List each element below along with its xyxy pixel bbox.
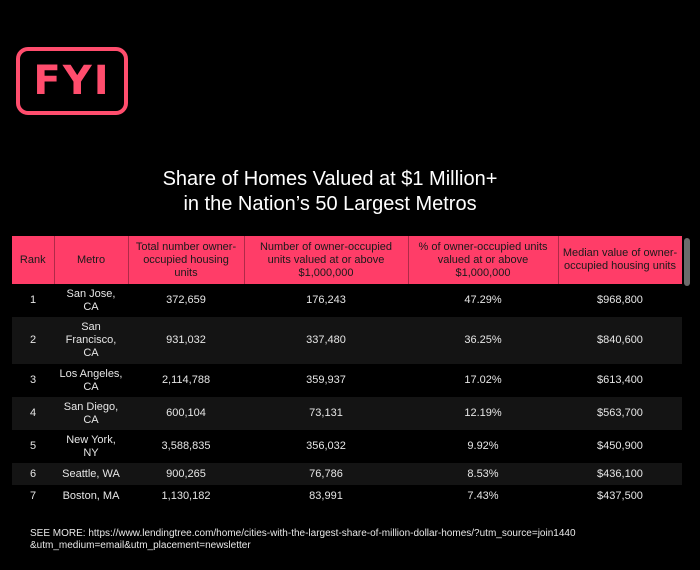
cell-million-units: 73,131 (244, 397, 408, 430)
table-row: 7 Boston, MA 1,130,182 83,991 7.43% $437… (12, 485, 682, 507)
cell-million-units: 176,243 (244, 284, 408, 317)
cell-pct: 9.92% (408, 430, 558, 463)
table-row: 5 New York, NY 3,588,835 356,032 9.92% $… (12, 430, 682, 463)
cell-pct: 17.02% (408, 364, 558, 397)
fyi-logo: FYI (16, 47, 128, 115)
cell-metro: San Diego, CA (54, 397, 128, 430)
cell-million-units: 356,032 (244, 430, 408, 463)
cell-rank: 6 (12, 463, 54, 485)
cell-pct: 7.43% (408, 485, 558, 507)
page-title: Share of Homes Valued at $1 Million+ in … (0, 167, 660, 217)
cell-total: 372,659 (128, 284, 244, 317)
cell-metro: Los Angeles, CA (54, 364, 128, 397)
header-total-units[interactable]: Total number owner-occupied housing unit… (128, 236, 245, 284)
cell-metro: Seattle, WA (54, 463, 128, 485)
metros-table: Rank Metro Total number owner-occupied h… (12, 236, 682, 507)
cell-median: $968,800 (558, 284, 682, 317)
table-row: 4 San Diego, CA 600,104 73,131 12.19% $5… (12, 397, 682, 430)
cell-pct: 8.53% (408, 463, 558, 485)
header-metro[interactable]: Metro (54, 236, 129, 284)
cell-total: 3,588,835 (128, 430, 244, 463)
cell-metro: San Francisco, CA (54, 317, 128, 364)
table-row: 6 Seattle, WA 900,265 76,786 8.53% $436,… (12, 463, 682, 485)
cell-million-units: 83,991 (244, 485, 408, 507)
metros-table-container[interactable]: Rank Metro Total number owner-occupied h… (12, 236, 682, 508)
cell-million-units: 76,786 (244, 463, 408, 485)
cell-pct: 47.29% (408, 284, 558, 317)
cell-median: $613,400 (558, 364, 682, 397)
title-line-1: Share of Homes Valued at $1 Million+ (162, 168, 498, 190)
table-row: 3 Los Angeles, CA 2,114,788 359,937 17.0… (12, 364, 682, 397)
cell-total: 931,032 (128, 317, 244, 364)
cell-rank: 7 (12, 485, 54, 507)
cell-rank: 2 (12, 317, 54, 364)
cell-rank: 5 (12, 430, 54, 463)
cell-million-units: 359,937 (244, 364, 408, 397)
header-million-pct[interactable]: % of owner-occupied units valued at or a… (408, 236, 559, 284)
see-more-link[interactable]: SEE MORE: https://www.lendingtree.com/ho… (30, 528, 576, 551)
header-million-units[interactable]: Number of owner-occupied units valued at… (244, 236, 409, 284)
cell-rank: 4 (12, 397, 54, 430)
cell-metro: New York, NY (54, 430, 128, 463)
cell-pct: 36.25% (408, 317, 558, 364)
cell-median: $436,100 (558, 463, 682, 485)
cell-median: $563,700 (558, 397, 682, 430)
cell-total: 1,130,182 (128, 485, 244, 507)
cell-total: 900,265 (128, 463, 244, 485)
cell-metro: San Jose, CA (54, 284, 128, 317)
cell-rank: 1 (12, 284, 54, 317)
cell-total: 2,114,788 (128, 364, 244, 397)
cell-median: $450,900 (558, 430, 682, 463)
logo-text: FYI (33, 58, 111, 104)
cell-million-units: 337,480 (244, 317, 408, 364)
title-line-2: in the Nation’s 50 Largest Metros (183, 193, 477, 215)
cell-rank: 3 (12, 364, 54, 397)
table-header-row: Rank Metro Total number owner-occupied h… (12, 236, 682, 284)
header-median-value[interactable]: Median value of owner-occupied housing u… (558, 236, 682, 284)
table-scrollbar[interactable] (684, 238, 690, 286)
cell-metro: Boston, MA (54, 485, 128, 507)
cell-median: $840,600 (558, 317, 682, 364)
cell-pct: 12.19% (408, 397, 558, 430)
table-row: 1 San Jose, CA 372,659 176,243 47.29% $9… (12, 284, 682, 317)
cell-median: $437,500 (558, 485, 682, 507)
table-row: 2 San Francisco, CA 931,032 337,480 36.2… (12, 317, 682, 364)
header-rank[interactable]: Rank (12, 236, 55, 284)
cell-total: 600,104 (128, 397, 244, 430)
